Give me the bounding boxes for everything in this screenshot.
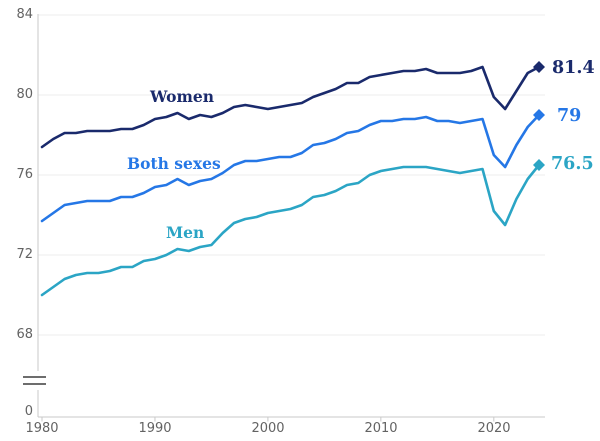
end-value-label-men: 76.5 bbox=[551, 154, 594, 174]
y-tick-label-76: 76 bbox=[16, 167, 33, 182]
y-tick-label-72: 72 bbox=[16, 247, 33, 262]
end-marker-men bbox=[533, 159, 545, 171]
x-tick-label-2000: 2000 bbox=[251, 421, 285, 436]
end-markers bbox=[533, 61, 545, 171]
x-tick-label-2010: 2010 bbox=[364, 421, 398, 436]
y-tick-label-84: 84 bbox=[16, 7, 33, 22]
series-lines bbox=[40, 65, 541, 297]
x-tick-label-2020: 2020 bbox=[477, 421, 511, 436]
end-value-label-both-sexes: 79 bbox=[557, 106, 582, 126]
axis-break-icon bbox=[23, 376, 46, 385]
series-label-women: Women bbox=[150, 87, 215, 106]
y-tick-label-80: 80 bbox=[16, 87, 33, 102]
series-line-men bbox=[40, 163, 541, 297]
end-marker-women bbox=[533, 61, 545, 73]
series-label-both-sexes: Both sexes bbox=[127, 154, 221, 173]
end-marker-both-sexes bbox=[533, 109, 545, 121]
series-label-men: Men bbox=[166, 223, 205, 242]
y-tick-label-0: 0 bbox=[24, 404, 33, 419]
y-tick-label-68: 68 bbox=[16, 327, 33, 342]
gridlines bbox=[38, 14, 545, 336]
axes bbox=[37, 14, 545, 422]
end-value-label-women: 81.4 bbox=[552, 58, 595, 78]
series-line-women bbox=[40, 65, 541, 149]
x-tick-label-1980: 1980 bbox=[25, 421, 59, 436]
series-line-both-sexes bbox=[40, 113, 541, 223]
x-tick-label-1990: 1990 bbox=[138, 421, 172, 436]
